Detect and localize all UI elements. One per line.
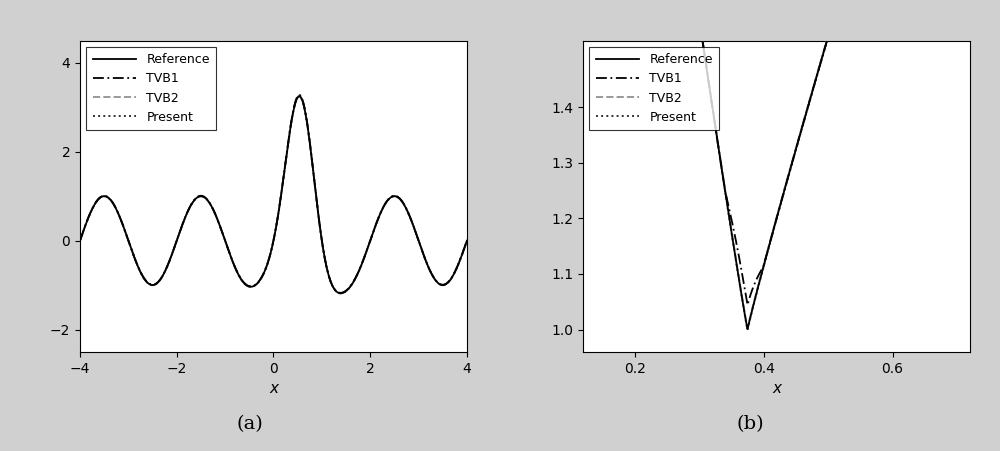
Present [335, 290, 347, 296]
TVB1 [239, 281, 251, 286]
TVB1 [222, 247, 234, 253]
TVB1 [742, 302, 754, 308]
TVB1 [293, 92, 305, 97]
TVB1 [461, 238, 473, 244]
Reference [461, 238, 473, 244]
TVB2 [454, 258, 466, 264]
TVB1 [755, 268, 767, 273]
Present [141, 280, 153, 285]
TVB2 [74, 238, 86, 244]
Present [118, 226, 130, 231]
TVB1 [74, 238, 86, 244]
TVB2 [461, 238, 473, 244]
TVB2 [755, 272, 767, 277]
Reference [335, 290, 347, 296]
TVB1 [118, 226, 130, 231]
Text: (a): (a) [237, 415, 263, 433]
Present [74, 238, 86, 244]
Reference [222, 247, 234, 253]
Line: TVB1: TVB1 [583, 0, 970, 305]
Reference [742, 327, 754, 332]
X-axis label: x: x [269, 381, 278, 396]
TVB2 [293, 93, 305, 99]
TVB1 [412, 236, 424, 241]
Present [293, 94, 305, 99]
Text: (b): (b) [736, 415, 764, 433]
Legend: Reference, TVB1, TVB2, Present: Reference, TVB1, TVB2, Present [589, 47, 719, 130]
Legend: Reference, TVB1, TVB2, Present: Reference, TVB1, TVB2, Present [86, 47, 216, 130]
Present [222, 247, 234, 253]
TVB1 [335, 290, 347, 295]
Reference [765, 235, 777, 240]
Line: TVB2: TVB2 [583, 0, 970, 328]
Present [461, 238, 473, 244]
Reference [454, 258, 466, 264]
TVB2 [765, 234, 777, 239]
Line: Present: Present [583, 0, 970, 330]
TVB2 [742, 325, 754, 331]
Line: Reference: Reference [80, 97, 467, 293]
Line: TVB2: TVB2 [80, 96, 467, 293]
Line: TVB1: TVB1 [80, 95, 467, 293]
Reference [239, 281, 251, 287]
Present [755, 273, 767, 279]
Present [454, 258, 466, 264]
Reference [118, 226, 130, 231]
TVB1 [454, 258, 466, 264]
TVB2 [239, 281, 251, 287]
Present [412, 236, 424, 241]
Reference [755, 273, 767, 278]
TVB2 [118, 226, 130, 231]
Reference [293, 94, 305, 99]
Reference [74, 238, 86, 244]
Line: Reference: Reference [583, 0, 970, 329]
Present [765, 235, 777, 240]
TVB2 [141, 280, 153, 285]
TVB2 [335, 290, 347, 296]
Present [239, 281, 251, 287]
TVB2 [222, 247, 234, 253]
TVB1 [765, 235, 777, 240]
Reference [412, 236, 424, 241]
X-axis label: x: x [772, 381, 781, 396]
TVB2 [412, 236, 424, 241]
Present [742, 327, 754, 332]
Line: Present: Present [80, 97, 467, 293]
TVB1 [141, 279, 153, 285]
Reference [141, 280, 153, 285]
